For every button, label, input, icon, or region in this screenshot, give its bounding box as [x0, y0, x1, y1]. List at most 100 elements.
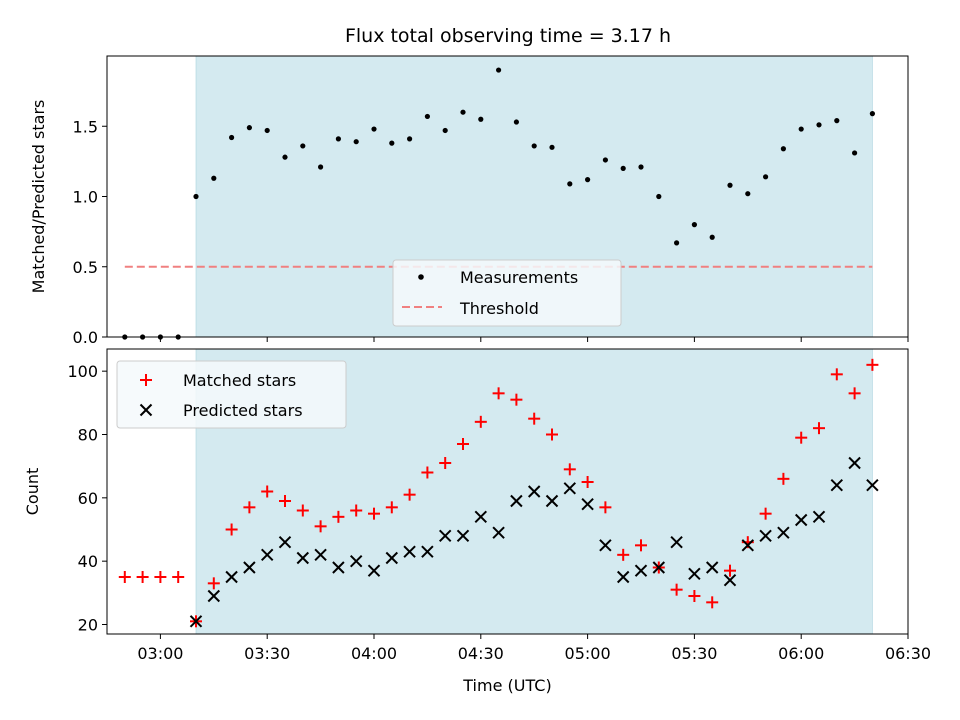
predicted-star-point	[812, 510, 826, 524]
measurement-point	[389, 140, 395, 146]
cross-stroke-b	[759, 529, 772, 543]
predicted-star-point	[349, 554, 363, 568]
predicted-star-point	[670, 535, 683, 549]
measurement-point	[211, 175, 217, 181]
predicted-star-point	[688, 567, 701, 581]
predicted-star-point	[599, 539, 612, 552]
predicted-star-point	[723, 573, 737, 587]
matched-star-point	[261, 485, 274, 498]
predicted-star-point	[421, 545, 434, 558]
matched-star-point	[581, 476, 594, 488]
measurement-point	[763, 174, 769, 180]
matched-star-point	[795, 431, 808, 444]
ratio-legend: Measurements Threshold	[392, 259, 622, 327]
time-x-tick-label: 05:00	[565, 644, 611, 663]
count-y-tick-label: 80	[78, 426, 98, 445]
matched-star-point	[777, 472, 790, 485]
legend-matched-marker	[140, 374, 152, 386]
measurement-point	[869, 111, 876, 117]
time-x-tick-label: 03:30	[244, 644, 290, 663]
measurement-point	[496, 67, 502, 73]
chart-title: Flux total observing time = 3.17 h	[345, 25, 671, 47]
count-legend: Matched stars Predicted stars	[116, 360, 347, 429]
matched-star-point	[172, 571, 185, 583]
measurement-point	[816, 122, 822, 128]
predicted-star-point	[777, 526, 790, 539]
matched-star-point	[385, 501, 398, 514]
ratio-y-tick-label: 0.5	[73, 258, 98, 277]
count-y-axis-label: Count	[23, 468, 42, 516]
matched-star-point	[154, 571, 167, 583]
cross-stroke-b	[545, 494, 559, 508]
predicted-star-point	[741, 539, 755, 552]
matched-star-point	[830, 368, 843, 381]
legend-predicted-marker	[139, 403, 153, 417]
cross-stroke-b	[421, 545, 434, 558]
cross-stroke-b	[563, 482, 577, 495]
time-x-axis-label: Time (UTC)	[462, 676, 551, 695]
predicted-star-point	[545, 494, 559, 508]
predicted-star-point	[385, 551, 399, 565]
predicted-star-point	[830, 478, 844, 492]
predicted-star-point	[243, 561, 256, 574]
matched-star-point	[724, 564, 736, 577]
predicted-star-point	[207, 589, 221, 603]
predicted-star-point	[403, 545, 416, 558]
predicted-star-point	[705, 561, 719, 574]
matched-star-point	[599, 501, 612, 514]
cross-stroke-b	[139, 403, 153, 417]
matched-star-point	[368, 507, 380, 520]
matched-star-point	[510, 393, 523, 406]
matched-star-point	[813, 422, 825, 435]
count-plot-frame	[106, 348, 909, 635]
ratio-panel: Flux total observing time = 3.17 h 0.00.…	[29, 25, 909, 347]
ratio-y-tick-label: 1.0	[73, 188, 98, 207]
measurement-point	[442, 127, 448, 134]
matched-star-point	[136, 571, 149, 583]
matched-star-point	[563, 463, 576, 476]
predicted-star-point	[527, 485, 541, 498]
cross-stroke-b	[670, 535, 683, 549]
legend-predicted-glyph	[139, 403, 153, 417]
cross-stroke-b	[848, 456, 861, 470]
measurement-point	[674, 240, 680, 246]
matched-star-point	[546, 428, 558, 441]
matched-star-point	[617, 548, 630, 561]
predicted-star-point	[278, 535, 292, 549]
cross-stroke-b	[438, 529, 452, 543]
cross-stroke-b	[260, 548, 274, 562]
matched-star-point	[492, 387, 505, 400]
matched-star-point	[314, 520, 327, 533]
predicted-star-point	[563, 482, 577, 495]
predicted-star-point	[367, 564, 381, 577]
matched-star-point	[670, 583, 683, 596]
predicted-star-point	[296, 551, 310, 565]
measurement-point	[531, 143, 537, 149]
time-x-tick-label: 04:30	[458, 644, 504, 663]
measurement-point	[691, 222, 698, 228]
ratio-y-axis-label: Matched/Predicted stars	[29, 100, 48, 294]
cross-stroke-b	[349, 554, 363, 568]
matched-star-point	[225, 523, 238, 536]
cross-stroke-b	[474, 510, 488, 524]
measurement-point	[585, 177, 591, 183]
cross-stroke-b	[812, 510, 826, 524]
matched-star-point	[866, 358, 879, 371]
predicted-stars-points	[189, 456, 879, 628]
cross-stroke-b	[794, 513, 808, 527]
measurement-point	[246, 125, 252, 131]
measurement-point	[353, 139, 359, 145]
predicted-star-point	[510, 494, 523, 508]
cross-stroke-b	[652, 561, 666, 574]
measurement-points	[122, 67, 876, 340]
predicted-star-point	[616, 570, 630, 584]
matched-star-point	[528, 412, 541, 425]
count-y-tick-label: 40	[78, 552, 98, 571]
measurement-point	[780, 146, 787, 152]
matched-star-point	[296, 504, 309, 517]
measurement-point	[549, 144, 555, 150]
cross-stroke-b	[456, 529, 470, 543]
cross-stroke-b	[403, 545, 416, 558]
cross-stroke-b	[599, 539, 612, 552]
cross-stroke-b	[225, 570, 238, 584]
